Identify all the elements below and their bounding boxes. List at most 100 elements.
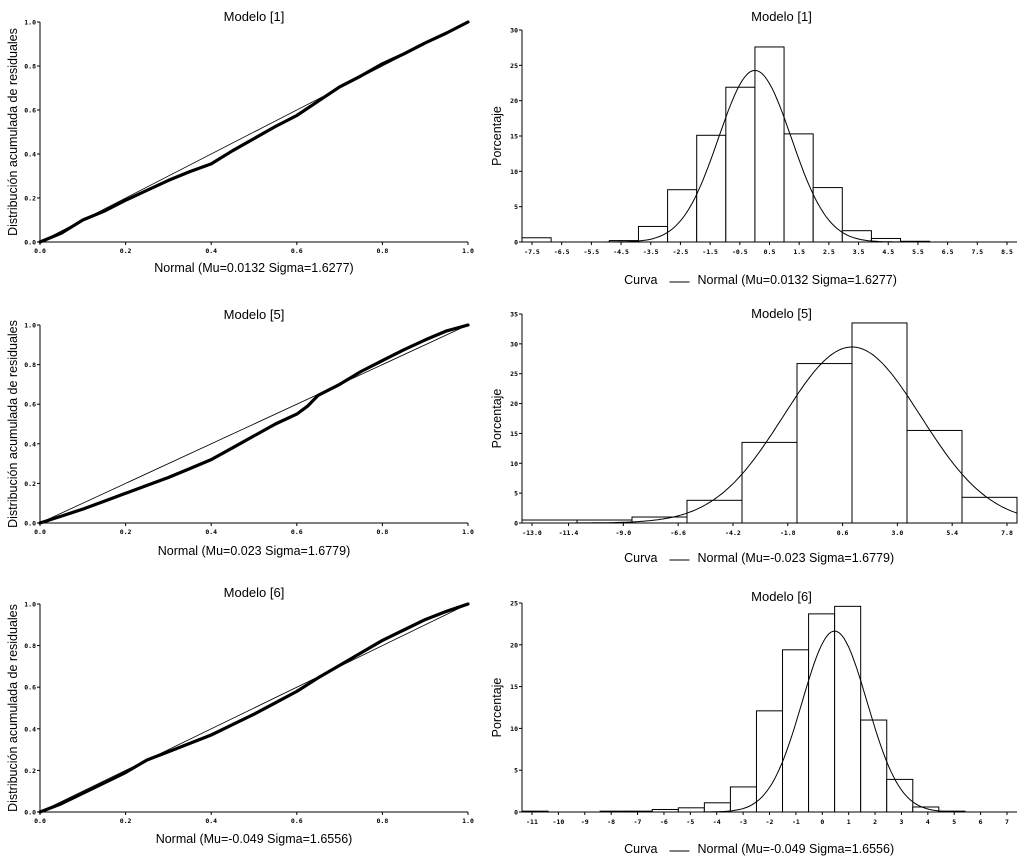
histogram-xtick-label: 3.5 — [853, 248, 865, 256]
histogram-ylabel: Porcentaje — [490, 678, 504, 738]
histogram-xtick-label: -8 — [607, 818, 615, 826]
cdf-xtick-label: 0.2 — [120, 528, 132, 536]
cdf-reference-line — [39, 603, 469, 813]
cdf-title: Modelo [6] — [224, 585, 285, 600]
histogram-ytick-label: 20 — [510, 641, 518, 649]
cdf-ytick-label: 0.8 — [24, 361, 36, 369]
histogram-panel-3: Modelo [6]-11 -10 -9 -8 -7 -6 -5 -4 -3 -2 -1 0 1 2 3 4 5… — [490, 589, 1017, 856]
histogram-xlabel: Normal (Mu=-0.023 Sigma=1.6779) — [698, 551, 895, 565]
histogram-xtick-label: 7.8 — [1001, 529, 1013, 537]
histogram-ytick-label: 25 — [510, 370, 518, 378]
histogram-ytick-label: 0 — [514, 239, 518, 247]
cdf-xlabel: Normal (Mu=0.0132 Sigma=1.6277) — [154, 261, 353, 275]
cdf-xtick-label: 1.0 — [462, 247, 474, 255]
histogram-xtick-label: 5.5 — [912, 248, 924, 256]
cdf-xtick-label: 0.2 — [120, 247, 132, 255]
histogram-xtick-label: -7 — [634, 818, 642, 826]
cdf-xtick-label: 0.6 — [291, 528, 303, 536]
histogram-bar — [834, 605, 862, 813]
histogram-ytick-label: 15 — [510, 683, 518, 691]
cdf-ylabel: Distribución acumulada de residuales — [6, 28, 20, 236]
histogram-ytick-label: 20 — [510, 97, 518, 105]
histogram-xtick-label: 4 — [926, 818, 930, 826]
histogram-ytick-label: 0 — [514, 809, 518, 817]
histogram-xtick-label: -4 — [713, 818, 721, 826]
histogram-xtick-label: -11.4 — [559, 529, 579, 537]
histogram-title: Modelo [6] — [751, 589, 812, 604]
cdf-ytick-label: 0.0 — [24, 809, 36, 817]
histogram-bar — [812, 187, 843, 243]
histogram-normal-curve — [522, 630, 1017, 813]
histogram-xtick-label: 5 — [952, 818, 956, 826]
histogram-xtick-label: -0.5 — [732, 248, 748, 256]
histogram-xtick-label: -1 — [792, 818, 800, 826]
cdf-ytick-label: 0.4 — [24, 440, 36, 448]
cdf-xtick-label: 1.0 — [462, 817, 474, 825]
cdf-xlabel: Normal (Mu=-0.049 Sigma=1.6556) — [156, 832, 353, 846]
histogram-xtick-label: -11 — [526, 818, 538, 826]
cdf-xtick-label: 0.6 — [291, 817, 303, 825]
histogram-xtick-label: -6 — [660, 818, 668, 826]
histogram-ytick-label: 10 — [510, 460, 518, 468]
histogram-xtick-label: -1.5 — [702, 248, 718, 256]
histogram-xtick-label: 2.5 — [823, 248, 835, 256]
histogram-panel-2: Modelo [5] -13.0 -11.4 -9.0 -6.6 -4.2 -1.8 0.6 3… — [490, 306, 1018, 565]
histogram-normal-curve — [522, 346, 1018, 524]
histogram-bar — [912, 806, 940, 813]
cdf-ytick-label: 0.8 — [24, 63, 36, 71]
histogram-xtick-label: -6.5 — [554, 248, 570, 256]
cdf-empirical-curve — [38, 602, 470, 814]
cdf-panel-1: Modelo [1] 0.0 0.2 0.4 0.6 0.8 1.0 0.0 0.2 0.4 0.6… — [6, 9, 474, 275]
histogram-xtick-label: -9.0 — [616, 529, 632, 537]
histogram-xtick-label: 7 — [1005, 818, 1009, 826]
histogram-ytick-label: 25 — [510, 62, 518, 70]
cdf-xtick-label: 0.8 — [377, 247, 389, 255]
histogram-xtick-label: -5 — [686, 818, 694, 826]
histogram-bar — [755, 710, 784, 813]
cdf-reference-line — [39, 324, 469, 524]
histogram-xtick-label: 6 — [979, 818, 983, 826]
histogram-xtick-label: 4.5 — [882, 248, 894, 256]
histogram-xtick-label: -13.0 — [522, 529, 542, 537]
cdf-xtick-label: 0.8 — [377, 528, 389, 536]
histogram-bar — [725, 86, 756, 243]
cdf-title: Modelo [5] — [224, 307, 285, 322]
histogram-ylabel: Porcentaje — [490, 389, 504, 449]
histogram-xtick-label: 8.5 — [1001, 248, 1013, 256]
cdf-xtick-label: 0.4 — [205, 528, 217, 536]
cdf-xtick-label: 0.2 — [120, 817, 132, 825]
cdf-xtick-label: 0.0 — [34, 247, 46, 255]
histogram-xtick-label: 2 — [873, 818, 877, 826]
histogram-xtick-label: -3.5 — [643, 248, 659, 256]
histogram-xtick-label: -2 — [766, 818, 774, 826]
histogram-ytick-label: 5 — [514, 203, 518, 211]
histogram-xtick-label: -2.5 — [673, 248, 689, 256]
histogram-bar — [677, 807, 705, 813]
histogram-bar — [783, 133, 814, 243]
histogram-xlabel: Normal (Mu=0.0132 Sigma=1.6277) — [698, 273, 897, 287]
histogram-xlabel: Normal (Mu=-0.049 Sigma=1.6556) — [698, 842, 895, 856]
cdf-ytick-label: 1.0 — [24, 322, 36, 330]
histogram-xtick-label: -7.5 — [524, 248, 540, 256]
cdf-ytick-label: 0.6 — [24, 107, 36, 115]
cdf-ytick-label: 0.0 — [24, 520, 36, 528]
histogram-bar — [754, 46, 785, 243]
histogram-ytick-label: 25 — [510, 600, 518, 608]
histogram-bar — [741, 441, 798, 524]
histogram-bar — [729, 786, 757, 813]
histogram-xtick-label: 6.5 — [942, 248, 954, 256]
cdf-ytick-label: 0.4 — [24, 151, 36, 159]
histogram-xtick-label: -4.2 — [725, 529, 741, 537]
cdf-ytick-label: 1.0 — [24, 19, 36, 27]
histogram-xtick-label: -6.6 — [670, 529, 686, 537]
histogram-xtick-label: 1.5 — [793, 248, 805, 256]
histogram-xtick-label: 3.0 — [892, 529, 904, 537]
histogram-ytick-label: 30 — [510, 27, 518, 35]
histogram-bar — [696, 134, 727, 243]
histogram-ytick-label: 10 — [510, 168, 518, 176]
histogram-xtick-label: 5.4 — [946, 529, 958, 537]
histogram-ylabel: Porcentaje — [490, 106, 504, 166]
histogram-panel-1: Modelo [1] -7.5 -6.5 -5.5 -4.5 -3.5 -2.5 -1.5 -0… — [490, 9, 1017, 287]
histogram-ytick-label: 15 — [510, 430, 518, 438]
